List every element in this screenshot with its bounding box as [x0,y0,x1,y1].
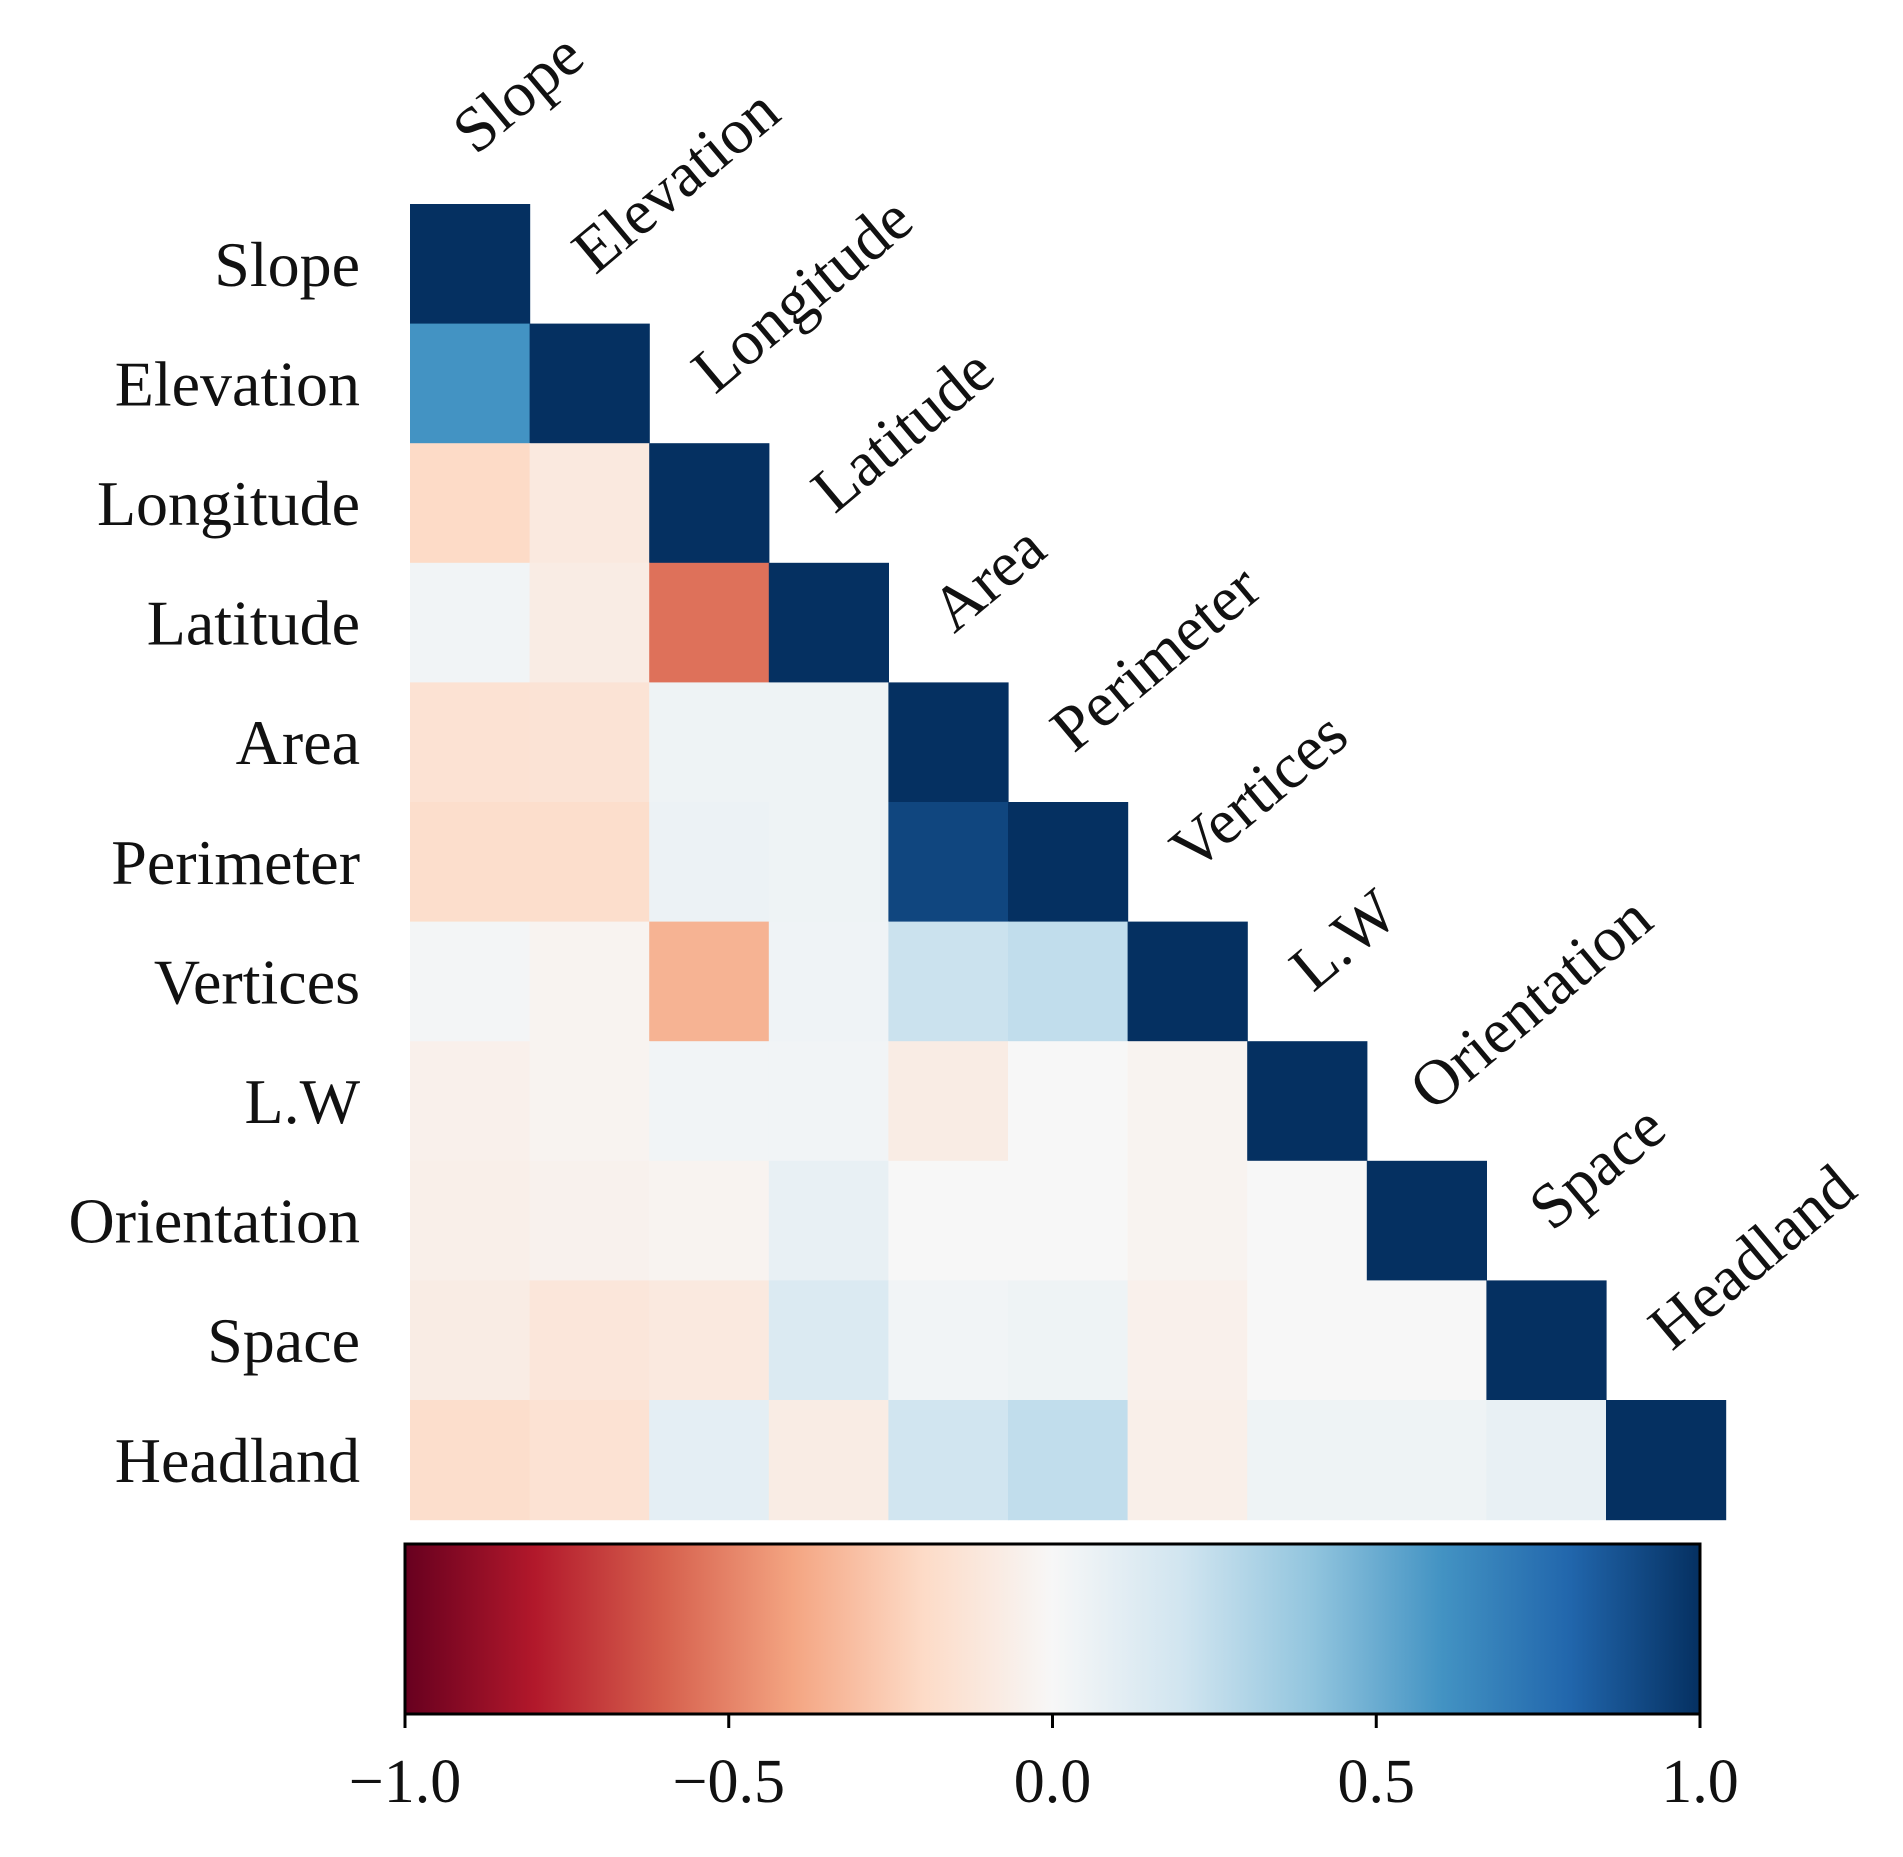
cell-headland-orientation [1366,1400,1487,1521]
cell-space-slope [410,1280,531,1401]
cell-perimeter-area [888,802,1009,923]
cell-headland-headland [1606,1400,1727,1521]
column-label-orientation: Orientation [1396,882,1665,1124]
cell-space-space [1486,1280,1607,1401]
cell-headland-slope [410,1400,531,1521]
row-label-longitude: Longitude [97,468,360,539]
colorbar-tick-label: 0.5 [1338,1748,1416,1816]
column-label-perimeter: Perimeter [1037,550,1273,764]
cell-area-latitude [768,682,889,803]
row-label-elevation: Elevation [115,348,360,419]
cell-l-w-perimeter [1008,1041,1129,1162]
cell-space-elevation [529,1280,650,1401]
cell-latitude-latitude [768,562,889,683]
cell-orientation-latitude [768,1160,889,1281]
cell-space-orientation [1366,1280,1487,1401]
row-label-slope: Slope [214,229,360,300]
cell-headland-space [1486,1400,1607,1521]
cell-space-latitude [768,1280,889,1401]
cell-vertices-vertices [1127,921,1248,1042]
cell-space-area [888,1280,1009,1401]
cell-slope-slope [410,204,531,325]
cell-space-perimeter [1008,1280,1129,1401]
cell-headland-vertices [1127,1400,1248,1521]
row-label-area: Area [236,707,360,778]
cell-orientation-longitude [649,1160,770,1281]
row-label-space: Space [207,1305,360,1376]
colorbar-tick-label: 1.0 [1661,1748,1739,1816]
column-label-area: Area [918,511,1059,645]
cell-l-w-area [888,1041,1009,1162]
cell-vertices-elevation [529,921,650,1042]
column-label-elevation: Elevation [559,74,793,286]
cell-area-slope [410,682,531,803]
cell-vertices-longitude [649,921,770,1042]
cell-vertices-perimeter [1008,921,1129,1042]
row-label-latitude: Latitude [147,588,360,659]
colorbar-tick-label: 0.0 [1014,1748,1092,1816]
cell-l-w-elevation [529,1041,650,1162]
cell-latitude-elevation [529,562,650,683]
cell-elevation-slope [410,323,531,444]
cell-longitude-elevation [529,443,650,564]
cell-space-longitude [649,1280,770,1401]
cell-orientation-elevation [529,1160,650,1281]
colorbar: −1.0 −0.5 0.0 0.5 1.0 [349,1542,1739,1816]
row-label-orientation: Orientation [69,1186,360,1257]
cell-vertices-latitude [768,921,889,1042]
cell-headland-area [888,1400,1009,1521]
cell-orientation-orientation [1366,1160,1487,1281]
cell-l-w-latitude [768,1041,889,1162]
cell-perimeter-longitude [649,802,770,923]
colorbar-tick-label: −1.0 [349,1748,461,1816]
cell-space-vertices [1127,1280,1248,1401]
cell-headland-elevation [529,1400,650,1521]
colorbar-gradient [403,1542,1702,1716]
cell-longitude-slope [410,443,531,564]
cell-orientation-slope [410,1160,531,1281]
cell-latitude-longitude [649,562,770,683]
column-label-l-w: L.W [1276,875,1411,1004]
row-labels: Slope Elevation Longitude Latitude Area Perim… [69,229,361,1496]
row-label-l-w: L.W [245,1066,361,1137]
cell-orientation-perimeter [1008,1160,1129,1281]
cell-area-area [888,682,1009,803]
column-label-latitude: Latitude [798,334,1007,525]
row-label-headland: Headland [115,1425,360,1496]
column-label-slope: Slope [439,19,596,167]
cell-headland-longitude [649,1400,770,1521]
cell-orientation-vertices [1127,1160,1248,1281]
cell-orientation-area [888,1160,1009,1281]
column-label-headland: Headland [1635,1151,1868,1363]
cell-l-w-slope [410,1041,531,1162]
heatmap-cells [410,204,1727,1521]
cell-latitude-slope [410,562,531,683]
cell-space-l-w [1247,1280,1368,1401]
cell-vertices-slope [410,921,531,1042]
cell-orientation-l-w [1247,1160,1368,1281]
cell-perimeter-perimeter [1008,802,1129,923]
column-label-vertices: Vertices [1157,697,1361,884]
cell-area-elevation [529,682,650,803]
cell-headland-latitude [768,1400,889,1521]
cell-headland-perimeter [1008,1400,1129,1521]
colorbar-tick-label: −0.5 [673,1748,785,1816]
column-label-space: Space [1516,1091,1679,1244]
cell-perimeter-latitude [768,802,889,923]
cell-l-w-longitude [649,1041,770,1162]
cell-l-w-l-w [1247,1041,1368,1162]
row-label-perimeter: Perimeter [111,827,360,898]
cell-headland-l-w [1247,1400,1368,1521]
cell-perimeter-elevation [529,802,650,923]
cell-perimeter-slope [410,802,531,923]
row-label-vertices: Vertices [154,946,360,1017]
cell-area-longitude [649,682,770,803]
cell-vertices-area [888,921,1009,1042]
cell-l-w-vertices [1127,1041,1248,1162]
column-label-longitude: Longitude [678,182,925,405]
cell-elevation-elevation [529,323,650,444]
cell-longitude-longitude [649,443,770,564]
